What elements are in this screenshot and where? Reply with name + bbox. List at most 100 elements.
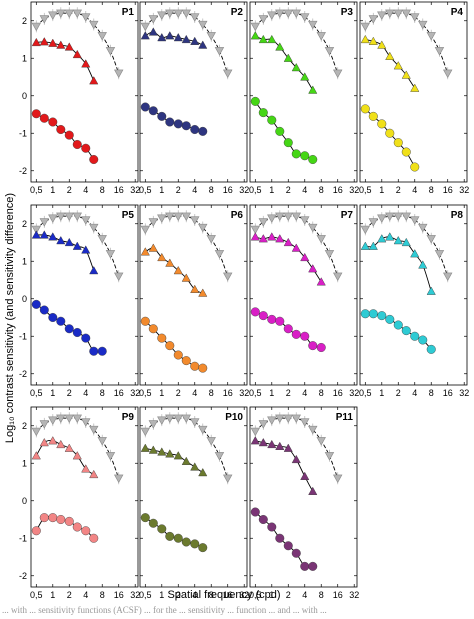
panel-label: P4 bbox=[451, 7, 464, 18]
reference-point bbox=[165, 9, 175, 19]
x-tick-label: 1 bbox=[159, 590, 164, 600]
difference-point bbox=[275, 126, 285, 136]
y-tick-label: -2 bbox=[19, 369, 27, 379]
reference-point bbox=[300, 418, 310, 427]
difference-point bbox=[190, 539, 200, 549]
x-tick-label: 4 bbox=[302, 590, 307, 600]
reference-point bbox=[443, 69, 453, 79]
reference-point bbox=[48, 214, 58, 223]
csf-point bbox=[140, 247, 150, 256]
reference-point bbox=[324, 452, 335, 461]
x-tick-label: 4 bbox=[83, 185, 88, 195]
y-tick-label: 2 bbox=[22, 219, 27, 229]
csf-point bbox=[56, 439, 66, 449]
x-tick-label: 32 bbox=[130, 590, 140, 600]
panel-frame bbox=[359, 204, 468, 386]
difference-point bbox=[267, 522, 277, 532]
csf-point bbox=[72, 49, 82, 59]
csf-point bbox=[72, 451, 82, 460]
x-tick-label: 1 bbox=[159, 185, 164, 195]
reference-point bbox=[39, 420, 50, 429]
panel-p10: 0,5 1 2 4 8 16 32 P10 bbox=[139, 406, 249, 600]
panel-label: P6 bbox=[231, 210, 244, 221]
x-tick-label: 2 bbox=[396, 185, 401, 195]
csf-point bbox=[31, 230, 41, 239]
reference-point bbox=[250, 427, 261, 437]
reference-point bbox=[393, 9, 403, 19]
reference-point bbox=[148, 218, 159, 227]
reference-point bbox=[105, 452, 116, 461]
difference-point bbox=[300, 151, 310, 161]
csf-point bbox=[148, 243, 158, 252]
x-tick-label: 2 bbox=[286, 590, 291, 600]
reference-point bbox=[368, 15, 379, 24]
panel-p7: 0,5 1 2 4 8 16 32 P7 bbox=[249, 204, 359, 398]
reference-point bbox=[173, 9, 183, 19]
csf-point bbox=[165, 31, 175, 40]
reference-point bbox=[140, 427, 151, 437]
difference-point bbox=[385, 128, 395, 138]
reference-point bbox=[258, 15, 269, 24]
csf-point bbox=[316, 277, 326, 286]
difference-point bbox=[368, 309, 378, 319]
x-tick-label: 0,5 bbox=[139, 590, 152, 600]
csf-point bbox=[250, 436, 260, 445]
reference-point bbox=[97, 32, 107, 41]
reference-point bbox=[275, 212, 285, 222]
reference-point bbox=[31, 225, 42, 235]
difference-point bbox=[291, 149, 301, 159]
difference-point bbox=[173, 119, 183, 129]
reference-point bbox=[275, 414, 285, 424]
reference-point bbox=[181, 9, 191, 19]
csf-point bbox=[64, 237, 74, 247]
reference-point bbox=[140, 22, 151, 32]
difference-point bbox=[148, 324, 158, 334]
x-tick-label: 32 bbox=[130, 185, 140, 195]
reference-point bbox=[31, 427, 42, 437]
reference-point bbox=[385, 9, 395, 19]
reference-point bbox=[377, 11, 387, 20]
difference-point bbox=[56, 316, 66, 326]
reference-point bbox=[72, 414, 82, 424]
difference-point bbox=[190, 124, 200, 134]
panel-p9: -2 -1 0 1 2 0,5 1 2 4 8 16 32 P9 bbox=[19, 406, 140, 600]
difference-point bbox=[283, 138, 293, 148]
difference-point bbox=[308, 341, 318, 351]
x-tick-label: 16 bbox=[223, 388, 233, 398]
x-tick-label: 1 bbox=[159, 388, 164, 398]
difference-point bbox=[165, 531, 175, 541]
reference-point bbox=[31, 22, 42, 32]
reference-point bbox=[267, 416, 277, 425]
csf-point bbox=[198, 468, 208, 477]
panel-frame bbox=[359, 1, 468, 183]
x-tick-label: 0,5 bbox=[249, 388, 262, 398]
panel-p2: 0,5 1 2 4 8 16 32 P2 bbox=[139, 1, 249, 195]
csf-point bbox=[258, 34, 268, 44]
reference-point bbox=[223, 474, 233, 484]
y-tick-label: -2 bbox=[19, 166, 27, 176]
x-tick-label: 1 bbox=[379, 388, 384, 398]
reference-point bbox=[410, 13, 420, 22]
x-tick-label: 4 bbox=[412, 185, 417, 195]
panel-label: P1 bbox=[122, 7, 135, 18]
csf-point bbox=[283, 53, 293, 62]
difference-point bbox=[250, 307, 260, 317]
y-tick-label: 0 bbox=[22, 91, 27, 101]
reference-point bbox=[157, 11, 167, 20]
csf-point bbox=[190, 462, 200, 471]
difference-point bbox=[48, 117, 58, 127]
x-tick-label: 16 bbox=[443, 388, 453, 398]
difference-point bbox=[148, 518, 158, 528]
difference-point bbox=[72, 328, 82, 338]
reference-point bbox=[56, 212, 66, 222]
reference-point bbox=[283, 9, 293, 19]
reference-point bbox=[291, 414, 301, 424]
x-tick-label: 8 bbox=[209, 388, 214, 398]
x-tick-label: 2 bbox=[67, 185, 72, 195]
csf-point bbox=[165, 258, 175, 267]
reference-point bbox=[300, 13, 310, 22]
reference-point bbox=[385, 212, 395, 222]
csf-point bbox=[198, 288, 208, 297]
x-tick-label: 1 bbox=[50, 388, 55, 398]
reference-point bbox=[426, 32, 436, 41]
